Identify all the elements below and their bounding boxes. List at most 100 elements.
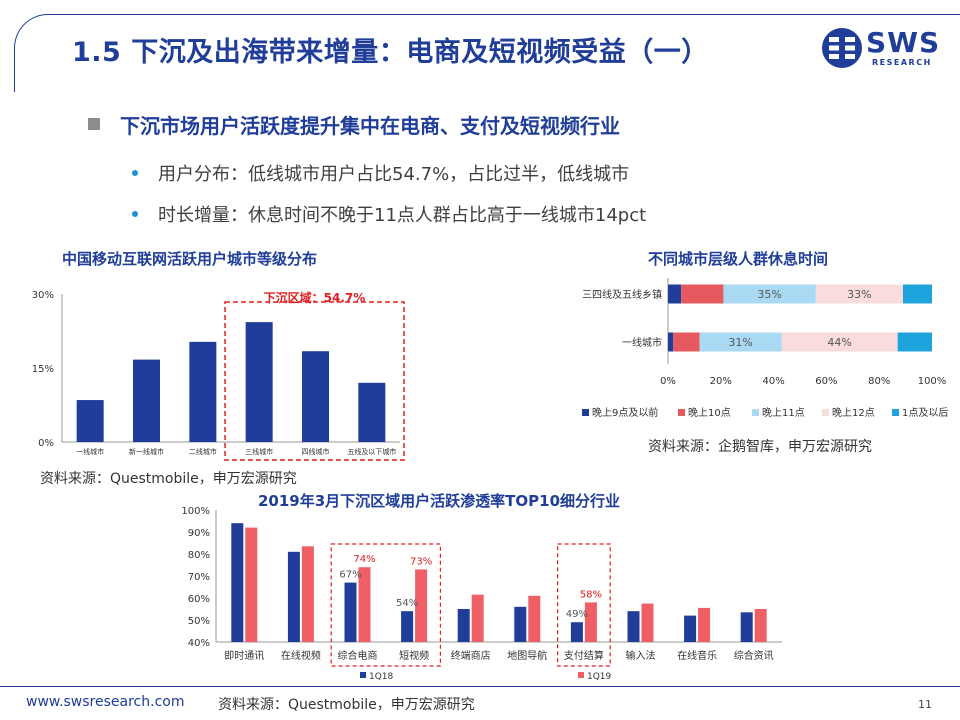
- bar: [415, 569, 428, 642]
- segment-value-label: 44%: [827, 336, 851, 349]
- section-heading: 下沉市场用户活跃度提升集中在电商、支付及短视频行业: [120, 114, 620, 138]
- x-tick-label: 五线及以下城市: [347, 447, 396, 456]
- x-tick-label: 100%: [918, 376, 947, 387]
- y-tick-label: 0%: [38, 438, 54, 449]
- y-tick-label: 30%: [32, 290, 54, 301]
- x-tick-label: 短视频: [399, 649, 429, 662]
- segment-value-label: 35%: [757, 288, 781, 301]
- square-bullet-icon: [88, 118, 100, 130]
- page-number: 11: [918, 698, 932, 711]
- legend-swatch: [360, 672, 366, 678]
- bar: [570, 622, 583, 642]
- x-tick-label: 综合电商: [338, 649, 378, 662]
- x-tick-label: 0%: [660, 376, 676, 387]
- logo-subtext: RESEARCH: [872, 58, 932, 67]
- y-tick-label: 60%: [188, 594, 210, 605]
- legend-label: 晚上11点: [762, 407, 805, 419]
- legend-swatch: [892, 409, 899, 416]
- bar-value-label: 58%: [580, 589, 602, 600]
- bar: [584, 602, 597, 642]
- bar: [641, 603, 654, 642]
- y-tick-label: 100%: [181, 506, 210, 517]
- footer-source: 资料来源：Questmobile，申万宏源研究: [218, 697, 475, 713]
- x-tick-label: 新一线城市: [129, 447, 164, 456]
- x-tick-label: 80%: [868, 376, 890, 387]
- bar: [287, 551, 300, 642]
- stacked-segment: [902, 284, 932, 304]
- bar: [302, 351, 329, 442]
- x-tick-label: 在线音乐: [677, 649, 717, 662]
- bar: [358, 567, 371, 642]
- sws-logo: [820, 26, 940, 72]
- bar: [401, 611, 414, 642]
- bar: [754, 609, 767, 642]
- chart-title-rest-time: 不同城市层级人群休息时间: [648, 250, 829, 268]
- page-title: 1.5 下沉及出海带来增量：电商及短视频受益（一）: [72, 37, 709, 68]
- stacked-segment: [668, 332, 674, 352]
- segment-value-label: 31%: [728, 336, 752, 349]
- legend-swatch: [582, 409, 589, 416]
- stacked-segment: [723, 284, 816, 304]
- bar: [684, 615, 697, 642]
- x-tick-label: 三线城市: [245, 447, 273, 456]
- footer-rule: [0, 686, 960, 687]
- legend-swatch: [578, 672, 584, 678]
- x-tick-label: 20%: [710, 376, 732, 387]
- highlight-box: [330, 543, 441, 667]
- annotation-label: 下沉区域：54.7%: [264, 290, 366, 305]
- bar: [528, 595, 541, 642]
- bar: [471, 594, 484, 642]
- chart-title-city-tier: 中国移动互联网活跃用户城市等级分布: [62, 250, 318, 268]
- bar: [189, 341, 217, 442]
- x-tick-label: 40%: [762, 376, 784, 387]
- segment-value-label: 33%: [847, 288, 871, 301]
- bar: [627, 611, 640, 642]
- legend-label: 晚上12点: [832, 407, 875, 419]
- category-label: 三四线及五线乡镇: [582, 288, 662, 301]
- stacked-segment: [897, 332, 932, 352]
- logo-text: SWS: [866, 26, 941, 59]
- bar: [231, 523, 244, 642]
- category-label: 一线城市: [622, 336, 662, 349]
- stacked-segment: [781, 332, 898, 352]
- bullet-dot-icon: [132, 211, 138, 217]
- x-tick-label: 地图导航: [507, 649, 547, 662]
- bar: [245, 527, 258, 642]
- legend-label: 1Q18: [369, 672, 394, 682]
- y-tick-label: 40%: [188, 638, 210, 649]
- stacked-segment: [673, 332, 700, 352]
- bar: [133, 359, 160, 442]
- legend-label: 晚上10点: [688, 407, 731, 419]
- x-tick-label: 60%: [815, 376, 837, 387]
- bar-value-label: 73%: [410, 556, 432, 567]
- top10-industry-bar-chart: 40% 50% 60% 70% 80% 90% 100% 即时通讯 在线视频 综合电商 短视频 终端商…: [181, 506, 782, 682]
- bar: [344, 582, 357, 642]
- bar-value-label: 67%: [339, 570, 361, 581]
- stacked-segment: [681, 284, 724, 304]
- stacked-segment: [668, 284, 682, 304]
- stacked-segment: [699, 332, 782, 352]
- x-tick-label: 即时通讯: [224, 650, 264, 662]
- bullet-item: 时长增量：休息时间不晚于11点人群占比高于一线城市14pct: [158, 205, 647, 226]
- x-tick-label: 终端商店: [451, 649, 491, 662]
- highlight-box: [224, 301, 405, 461]
- bar: [76, 400, 104, 442]
- legend-swatch: [822, 409, 829, 416]
- y-tick-label: 90%: [188, 528, 210, 539]
- header-frame: [14, 14, 960, 92]
- chart-title-top10: 2019年3月下沉区域用户活跃渗透率TOP10细分行业: [258, 492, 621, 510]
- bar: [301, 546, 314, 642]
- bar: [514, 606, 527, 642]
- bar: [358, 382, 386, 442]
- y-tick-label: 15%: [32, 364, 54, 375]
- rest-time-stacked-bar-chart: 三四线及五线乡镇 35% 33% 一线城市 31% 44% 0% 20% 40% 60% 80% 10…: [582, 278, 948, 419]
- legend-label: 1点及以后: [902, 407, 948, 419]
- chart-source: 资料来源：企鹅智库，申万宏源研究: [648, 439, 872, 455]
- chart-source: 资料来源：Questmobile，申万宏源研究: [40, 471, 297, 487]
- x-tick-label: 一线城市: [76, 447, 104, 456]
- bullet-dot-icon: [132, 170, 138, 176]
- legend-swatch: [678, 409, 685, 416]
- y-tick-label: 80%: [188, 550, 210, 561]
- bar: [245, 322, 273, 442]
- legend-label: 晚上9点及以前: [592, 406, 658, 419]
